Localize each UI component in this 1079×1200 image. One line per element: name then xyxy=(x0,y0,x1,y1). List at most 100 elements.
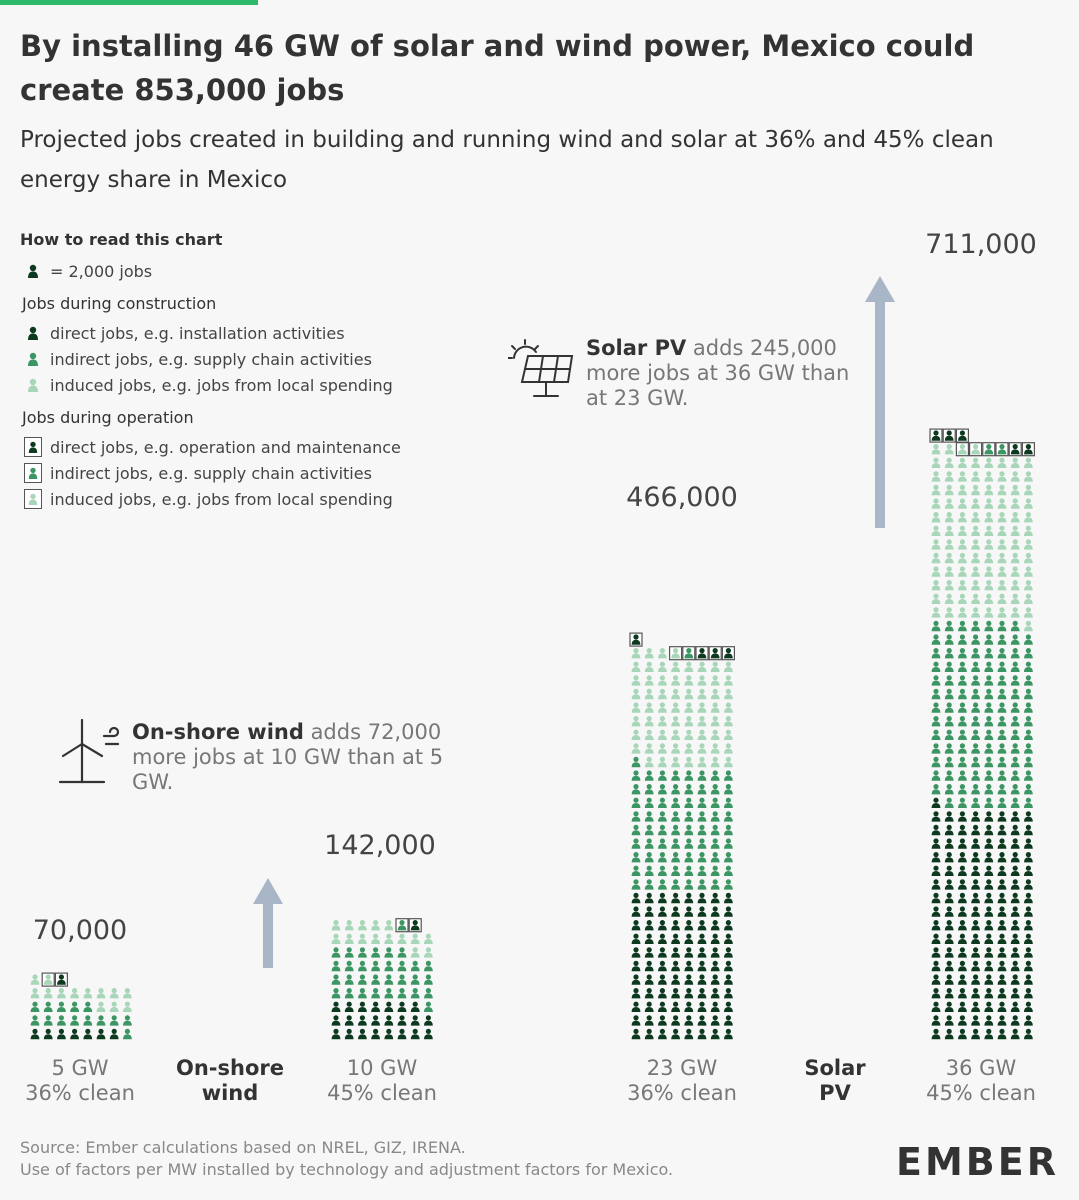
person-construction-direct xyxy=(631,1001,641,1012)
person-operation-direct xyxy=(54,972,69,987)
person-construction-induced xyxy=(424,947,433,958)
person-construction-direct xyxy=(344,1015,354,1026)
person-construction-direct xyxy=(1024,838,1033,849)
person-construction-direct xyxy=(1024,1001,1033,1012)
person-construction-direct xyxy=(724,988,733,999)
person-construction-induced xyxy=(1024,552,1033,564)
person-construction-induced xyxy=(697,756,707,768)
person-construction-direct xyxy=(671,892,680,904)
person-construction-indirect xyxy=(958,634,967,645)
person-construction-direct xyxy=(697,1015,707,1026)
person-construction-induced xyxy=(958,471,967,482)
person-construction-direct xyxy=(644,920,654,931)
person-construction-induced xyxy=(944,580,954,591)
person-construction-induced xyxy=(371,920,380,931)
person-construction-direct xyxy=(1024,960,1033,972)
person-construction-induced xyxy=(631,675,641,686)
person-construction-direct xyxy=(724,933,733,944)
person-construction-induced xyxy=(710,702,720,713)
person-construction-direct xyxy=(958,865,967,876)
person-construction-indirect xyxy=(997,620,1007,632)
person-construction-direct xyxy=(1010,811,1020,822)
value-label-wind-10gw: 142,000 xyxy=(324,830,436,861)
person-construction-direct xyxy=(997,1001,1007,1012)
person-construction-indirect xyxy=(1024,634,1033,645)
person-construction-induced xyxy=(1024,607,1033,618)
person-construction-induced xyxy=(710,675,720,686)
person-operation-induced xyxy=(955,442,970,457)
person-construction-indirect xyxy=(658,838,667,849)
person-construction-direct xyxy=(43,1028,53,1040)
person-construction-indirect xyxy=(944,784,954,795)
person-construction-indirect xyxy=(724,852,733,863)
person-construction-indirect xyxy=(424,960,433,972)
legend-construction-induced: induced jobs, e.g. jobs from local spend… xyxy=(20,372,460,398)
person-construction-indirect xyxy=(671,865,680,876)
person-construction-direct xyxy=(631,1015,641,1026)
person-construction-indirect xyxy=(631,865,641,876)
person-operation-direct xyxy=(695,646,709,661)
person-construction-indirect xyxy=(671,838,680,849)
category-label-wind-10gw: 10 GW 45% clean xyxy=(302,1056,462,1106)
person-construction-indirect xyxy=(1010,688,1020,700)
person-construction-indirect xyxy=(371,947,380,958)
person-construction-direct xyxy=(684,1015,694,1026)
person-construction-induced xyxy=(931,580,941,591)
person-construction-indirect xyxy=(684,824,694,836)
person-construction-indirect xyxy=(631,824,641,836)
person-construction-induced xyxy=(1024,511,1033,523)
person-construction-direct xyxy=(684,933,694,944)
person-construction-induced xyxy=(671,743,680,754)
person-construction-direct xyxy=(997,974,1007,985)
person-construction-indirect xyxy=(1024,770,1033,781)
person-construction-direct xyxy=(671,906,680,917)
person-construction-induced xyxy=(944,498,954,509)
chart-title: By installing 46 GW of solar and wind po… xyxy=(20,29,975,107)
person-construction-direct xyxy=(997,906,1007,917)
person-construction-induced xyxy=(371,933,380,944)
person-construction-indirect xyxy=(384,974,394,985)
person-construction-induced xyxy=(671,716,680,727)
person-construction-indirect xyxy=(944,634,954,645)
person-construction-direct xyxy=(671,1001,680,1012)
person-construction-indirect xyxy=(397,974,407,985)
person-construction-direct xyxy=(944,920,954,931)
person-construction-direct xyxy=(697,933,707,944)
person-construction-induced xyxy=(384,933,394,944)
person-construction-indirect xyxy=(710,852,720,863)
person-construction-induced xyxy=(1010,484,1020,496)
person-construction-induced xyxy=(684,688,694,700)
clean-label: 36% clean xyxy=(25,1081,135,1105)
person-construction-induced xyxy=(70,988,79,999)
person-construction-indirect xyxy=(671,879,680,890)
person-construction-direct xyxy=(710,1015,720,1026)
solar-callout: Solar PV adds 245,000 more jobs at 36 GW… xyxy=(586,336,856,411)
person-construction-induced xyxy=(944,525,954,536)
person-construction-induced xyxy=(397,933,407,944)
person-construction-induced xyxy=(931,471,941,482)
person-construction-indirect xyxy=(1010,716,1020,727)
person-construction-indirect xyxy=(331,974,341,985)
person-construction-indirect xyxy=(1010,702,1020,713)
ember-logo: EMBER xyxy=(896,1140,1059,1184)
person-construction-indirect xyxy=(1024,702,1033,713)
person-construction-direct xyxy=(331,1001,341,1012)
person-construction-indirect xyxy=(971,784,980,795)
person-construction-direct xyxy=(697,1028,707,1040)
person-construction-induced xyxy=(997,471,1007,482)
person-construction-induced xyxy=(684,702,694,713)
person-construction-induced xyxy=(697,661,707,672)
person-construction-indirect xyxy=(710,770,720,781)
gw-label: 23 GW xyxy=(646,1056,718,1080)
person-construction-induced xyxy=(1010,525,1020,536)
person-construction-indirect xyxy=(644,824,654,836)
person-construction-induced xyxy=(984,593,994,604)
person-construction-induced xyxy=(971,552,980,564)
person-construction-induced xyxy=(958,566,967,577)
person-construction-indirect xyxy=(958,661,967,672)
person-construction-induced xyxy=(984,525,994,536)
person-construction-induced xyxy=(931,511,941,523)
person-construction-indirect xyxy=(397,988,407,999)
person-construction-induced xyxy=(697,675,707,686)
person-construction-indirect xyxy=(958,716,967,727)
